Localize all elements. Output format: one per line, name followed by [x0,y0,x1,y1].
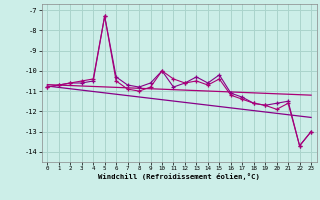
X-axis label: Windchill (Refroidissement éolien,°C): Windchill (Refroidissement éolien,°C) [98,173,260,180]
